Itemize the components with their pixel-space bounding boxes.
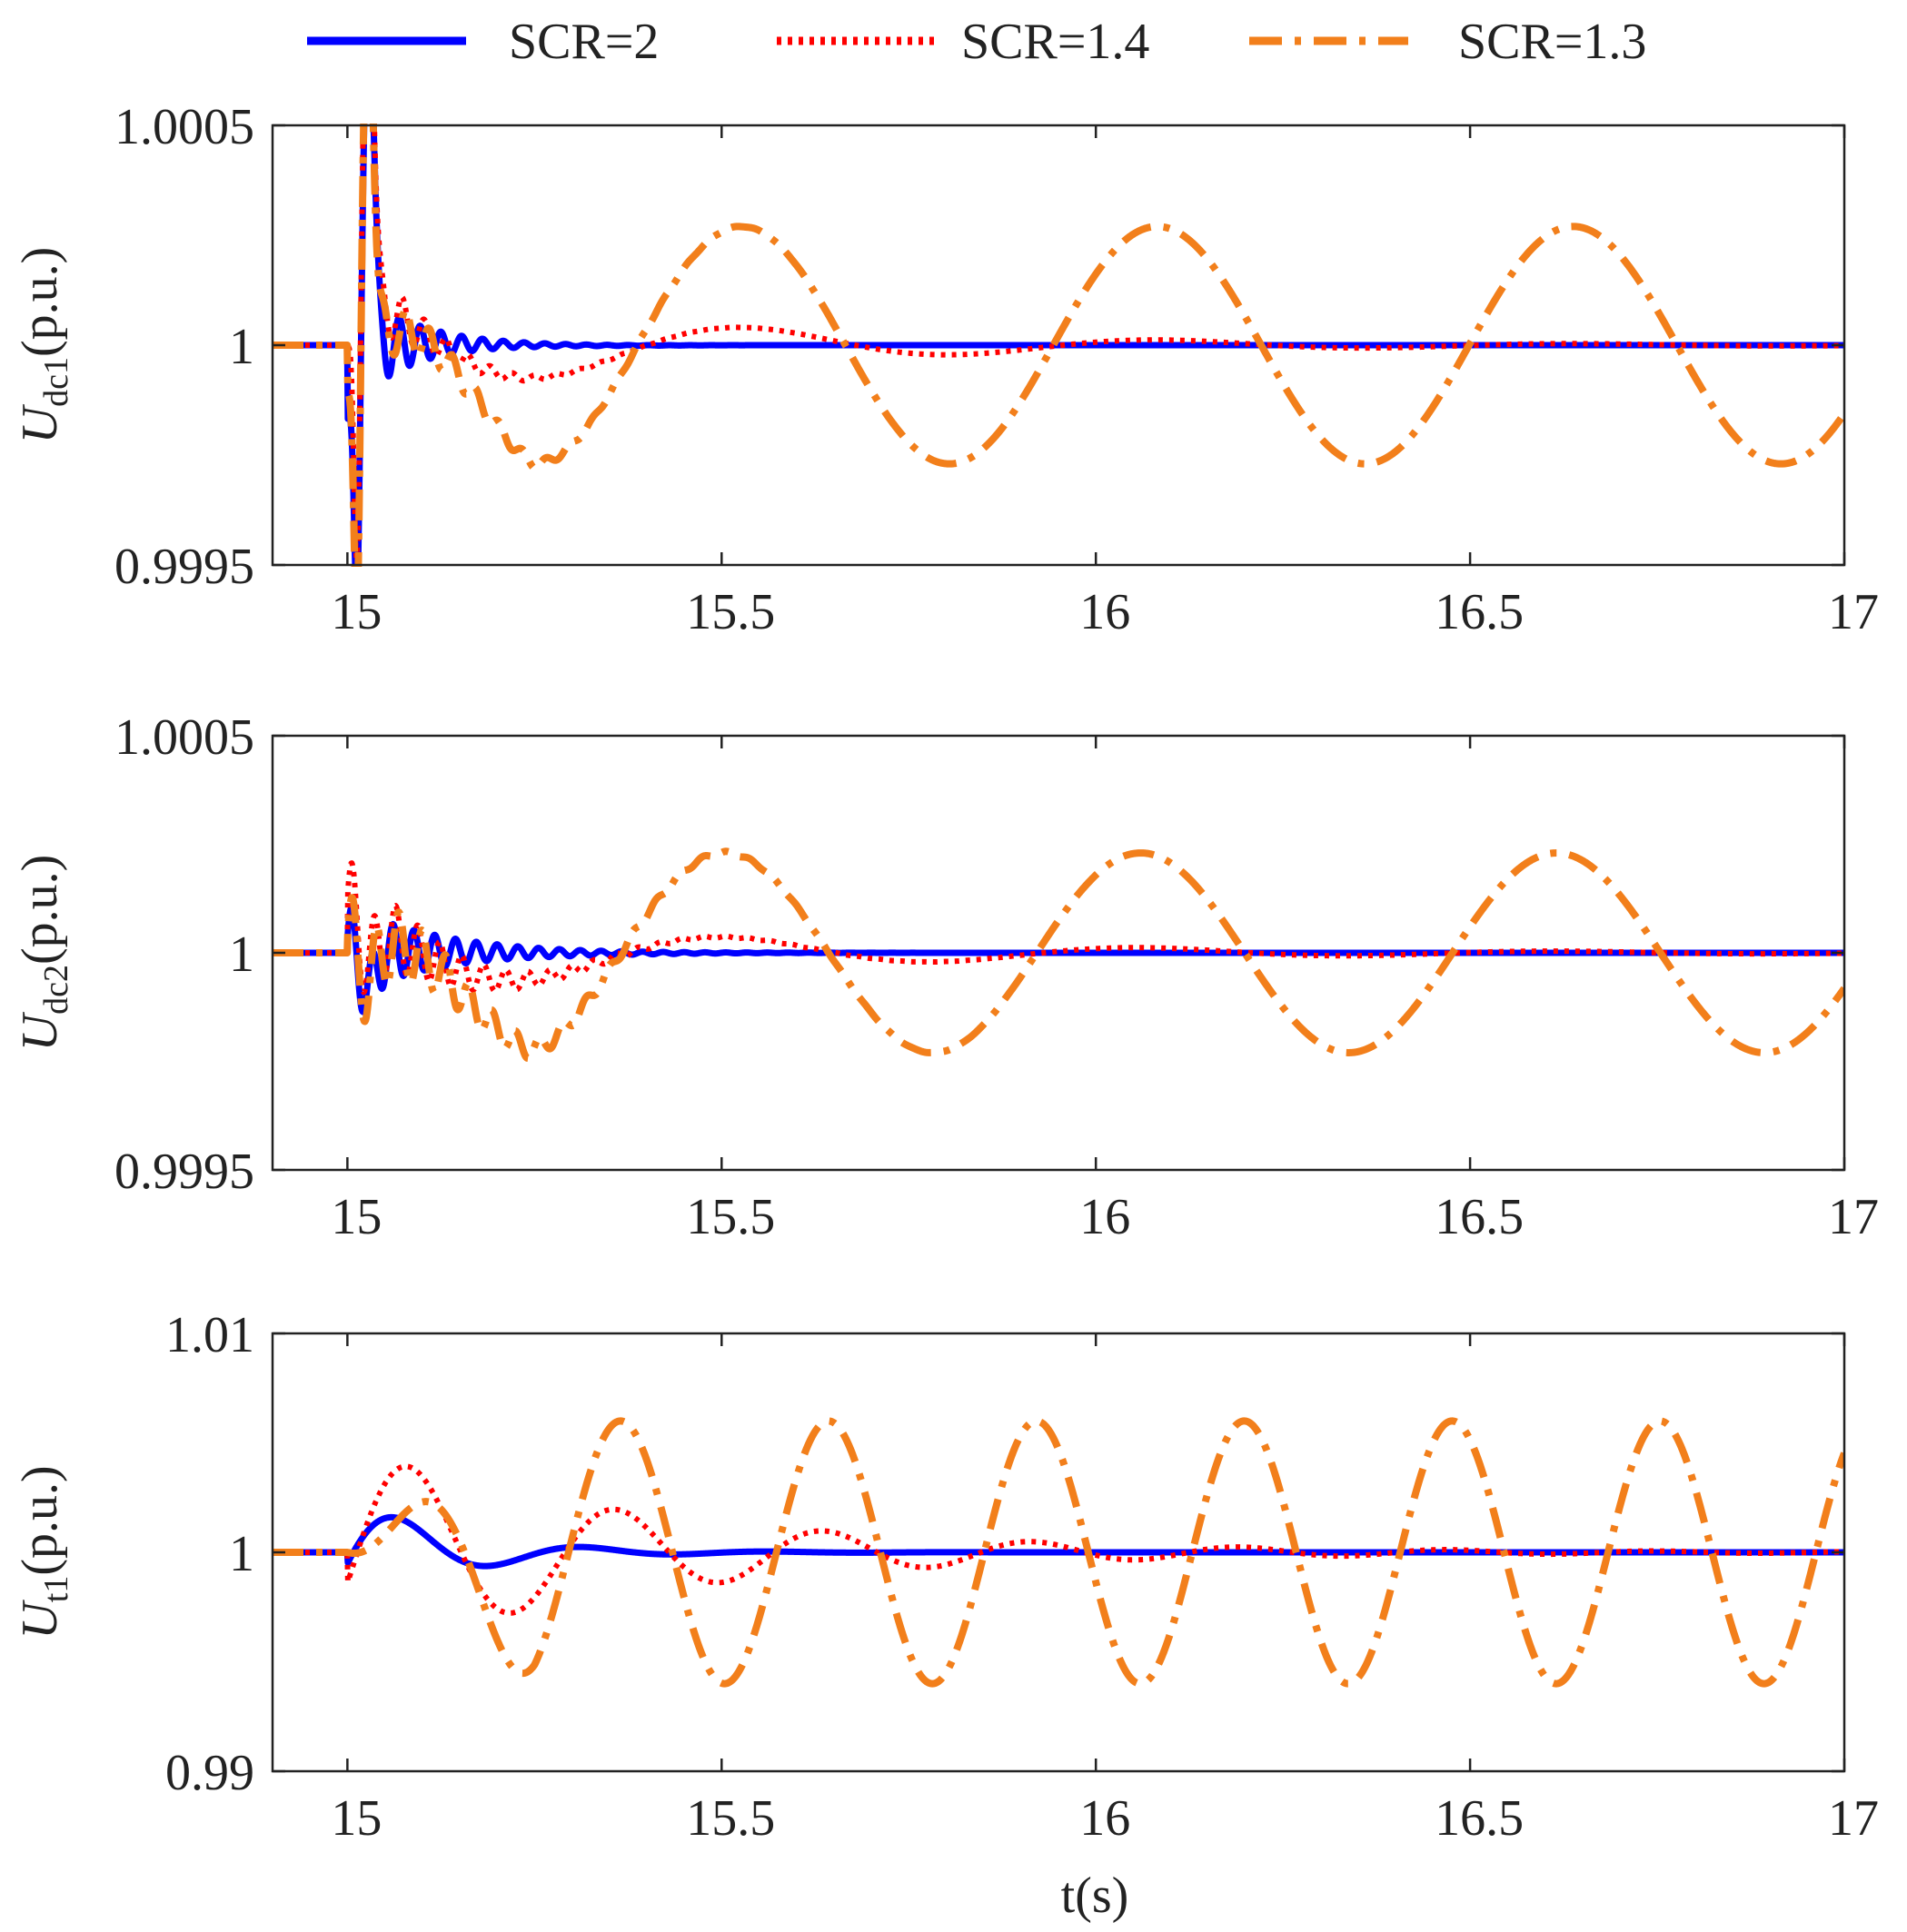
series-line-scr1-3 [273,1417,1844,1688]
y-axis-label: Udc1(p.u.) [12,247,75,444]
x-tick-label: 17 [1828,1790,1879,1847]
series-line-scr2 [273,905,1844,1016]
legend-label-scr2: SCR=2 [509,14,659,70]
y-tick-label: 1 [229,319,254,375]
legend-label-scr1-4: SCR=1.4 [961,14,1149,70]
x-tick-label: 15 [331,1189,382,1245]
x-tick-label: 17 [1828,584,1879,640]
series-line-scr2 [273,1513,1844,1570]
x-tick-label: 16 [1079,584,1130,640]
series-line-scr1-3 [273,124,1844,567]
x-tick-label: 15.5 [686,1189,775,1245]
y-tick-label: 0.9995 [114,1144,254,1200]
y-axis-label-subscript: dc1 [37,357,75,407]
x-tick-label: 16 [1079,1189,1130,1245]
y-axis-label-symbol: U [12,1011,68,1051]
x-tick-label: 16 [1079,1790,1130,1847]
y-axis-label-unit: (p.u.) [12,855,68,965]
y-tick-label: 1.0005 [114,99,254,155]
series-line-scr1-4 [273,124,1844,561]
series-line-scr1-4 [273,1463,1844,1616]
y-tick-label: 1.01 [165,1307,254,1363]
x-tick-label: 15.5 [686,1790,775,1847]
y-tick-label: 1 [229,926,254,983]
y-tick-label: 1.0005 [114,709,254,766]
y-axis-label: Ut1(p.u.) [12,1465,75,1639]
x-tick-label: 17 [1828,1189,1879,1245]
x-tick-label: 16.5 [1435,584,1524,640]
x-tick-label: 15 [331,584,382,640]
chart-panel-2: 15 15.5 16 16.5 17 0.9995 1 1.0005 Udc2(p.u.) [12,709,1879,1245]
y-tick-label: 1 [229,1526,254,1582]
y-axis-label-subscript: dc2 [37,965,75,1015]
y-tick-label: 0.99 [165,1745,254,1801]
y-tick-label: 0.9995 [114,539,254,595]
x-tick-label: 16.5 [1435,1790,1524,1847]
y-axis-label-symbol: U [12,403,68,443]
chart-panel-3: 15 15.5 16 16.5 17 0.99 1 1.01 Ut1(p.u.) [12,1307,1879,1847]
x-tick-label: 16.5 [1435,1189,1524,1245]
series-group [273,1417,1844,1688]
y-axis-label-subscript: t1 [37,1576,75,1603]
y-axis-label-unit: (p.u.) [12,247,68,357]
series-line-scr1-3 [273,847,1844,1063]
x-axis-label: t(s) [1061,1868,1129,1924]
series-group [273,124,1844,567]
chart-panel-1: 15 15.5 16 16.5 17 0.9995 1 1.0005 Udc1(p.u.) [12,99,1879,640]
legend: SCR=2 SCR=1.4 SCR=1.3 [307,14,1646,70]
y-axis-label-unit: (p.u.) [12,1465,68,1575]
series-line-scr2 [273,124,1844,567]
legend-label-scr1-3: SCR=1.3 [1458,14,1646,70]
series-line-scr1-4 [273,860,1844,996]
y-axis-label-symbol: U [12,1600,68,1640]
y-axis-label: Udc2(p.u.) [12,855,75,1052]
x-tick-label: 15.5 [686,584,775,640]
series-group [273,847,1844,1063]
x-tick-label: 15 [331,1790,382,1847]
